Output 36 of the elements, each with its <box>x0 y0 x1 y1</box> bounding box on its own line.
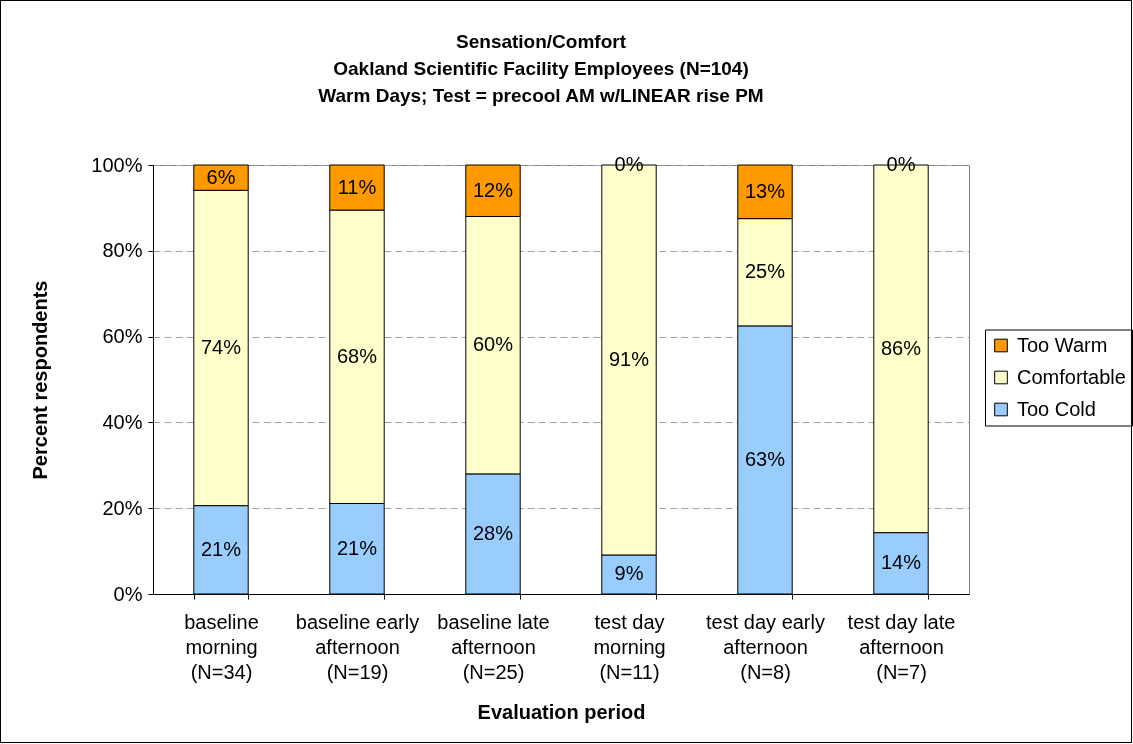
data-label: 60% <box>472 333 514 356</box>
data-label: 21% <box>336 536 378 559</box>
x-tick-label: baseline late afternoon (N=25) <box>437 610 550 683</box>
data-label: 6% <box>206 165 236 188</box>
data-label: 11% <box>337 175 377 198</box>
legend-label: Too Cold <box>1017 397 1096 420</box>
data-label: 28% <box>472 521 514 544</box>
y-tick-label: 0% <box>113 582 143 605</box>
data-label: 14% <box>880 551 922 574</box>
data-label: 13% <box>744 179 786 202</box>
y-tick-label: 80% <box>102 239 143 262</box>
x-axis-title: Evaluation period <box>477 700 646 723</box>
x-tick-label: baseline morning (N=34) <box>184 610 259 683</box>
data-label: 63% <box>744 447 786 470</box>
data-label: 74% <box>200 335 242 358</box>
y-axis-title: Percent respondents <box>29 280 52 480</box>
legend-label: Comfortable <box>1017 365 1126 388</box>
chart-title: Sensation/Comfort Oakland Scientific Facility Employees (N=104) Warm Days; Test = precool AM w/LINEAR rise PM <box>318 31 764 106</box>
data-label: 12% <box>472 178 514 201</box>
legend-label: Too Warm <box>1017 333 1108 356</box>
y-tick-label: 40% <box>102 410 143 433</box>
data-label: 91% <box>608 347 650 370</box>
x-tick-label: test day morning (N=11) <box>593 610 666 683</box>
data-label: 68% <box>336 344 378 367</box>
data-label: 9% <box>614 562 644 585</box>
data-label: 0% <box>886 153 916 175</box>
data-label: 25% <box>744 260 786 283</box>
x-tick-label: test day late afternoon (N=7) <box>847 610 956 683</box>
y-tick-label: 60% <box>102 325 143 348</box>
data-label: 86% <box>880 336 922 359</box>
x-tick-label: test day early afternoon (N=8) <box>706 610 825 683</box>
y-tick-label: 100% <box>91 153 143 176</box>
data-label: 0% <box>614 153 644 175</box>
y-tick-label: 20% <box>102 496 143 519</box>
data-label: 21% <box>200 537 242 560</box>
x-tick-label: baseline early afternoon (N=19) <box>295 610 420 683</box>
